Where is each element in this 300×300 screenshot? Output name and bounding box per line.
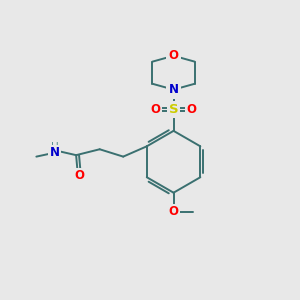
Text: O: O: [169, 205, 178, 218]
Text: O: O: [169, 49, 178, 62]
Text: O: O: [74, 169, 84, 182]
Text: N: N: [169, 83, 178, 96]
Text: O: O: [150, 103, 160, 116]
Text: O: O: [187, 103, 197, 116]
Text: S: S: [169, 103, 178, 116]
Text: H: H: [51, 142, 59, 152]
Text: N: N: [50, 146, 60, 159]
Text: N: N: [169, 83, 178, 96]
